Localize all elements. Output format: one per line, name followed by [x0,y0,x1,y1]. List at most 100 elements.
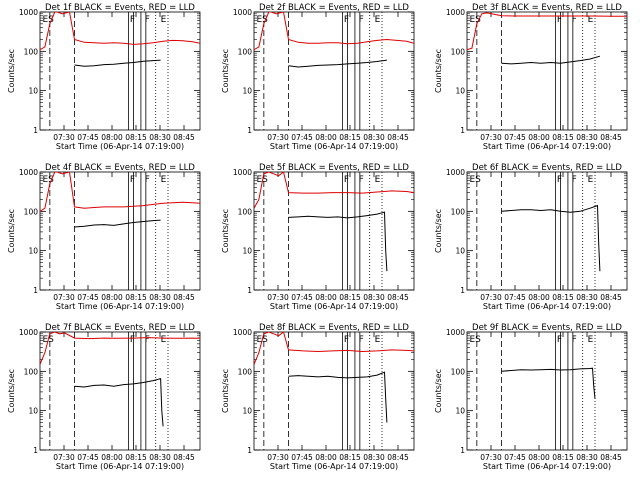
x-tick-label: 08:15 [339,133,361,142]
x-tick-label: 07:30 [480,133,502,142]
x-tick-label: 07:30 [267,453,289,462]
events-series-line [501,55,601,65]
x-tick-label: 08:30 [576,453,598,462]
marker-label: E [375,175,381,185]
x-tick-label: 08:45 [387,293,409,302]
marker-label: F [344,175,349,185]
panel-title: Det 8f BLACK = Events, RED = LLD [259,323,409,333]
y-tick-label: 10 [455,247,465,256]
y-tick-label: 100 [24,207,39,216]
y-axis-label: Counts/sec [434,369,443,413]
marker-label: ES [42,175,54,185]
y-tick-label: 1000 [19,8,38,17]
events-series-line [288,211,388,272]
marker-label: F [572,175,577,185]
x-tick-label: 08:00 [101,133,123,142]
y-tick-label: 1000 [233,168,252,177]
y-tick-label: 100 [24,47,39,56]
x-axis-label: Start Time (06-Apr-14 07:19:00) [483,462,611,471]
events-series-line [74,219,161,228]
y-tick-label: 1 [247,286,252,295]
x-tick-label: 08:30 [363,293,385,302]
marker-label: F [344,335,349,345]
y-tick-label: 1 [33,126,38,135]
marker-label: ES [469,175,481,185]
y-tick-label: 1000 [233,8,252,17]
panel-title: Det 7f BLACK = Events, RED = LLD [45,323,195,333]
marker-label: F [130,175,135,185]
marker-label: E [588,335,594,345]
x-tick-label: 08:45 [600,293,622,302]
marker-label: ES [469,335,481,345]
y-tick-label: 1 [460,126,465,135]
plot-frame [39,11,201,131]
panel-title: Det 9f BLACK = Events, RED = LLD [472,323,622,333]
y-tick-label: 100 [238,367,253,376]
x-tick-label: 07:45 [504,453,526,462]
x-tick-label: 08:15 [552,293,574,302]
x-tick-label: 08:30 [149,293,171,302]
x-tick-label: 07:30 [53,453,75,462]
panel-det-7f: Det 7f BLACK = Events, RED = LLD 1 10 100 10… [7,323,201,471]
y-tick-label: 10 [242,247,252,256]
x-tick-label: 08:30 [149,133,171,142]
y-axis-label: Counts/sec [221,369,230,413]
y-axis-label: Counts/sec [7,49,16,93]
marker-label: F [130,15,135,25]
x-tick-label: 08:15 [125,293,147,302]
panel-title: Det 5f BLACK = Events, RED = LLD [259,163,409,173]
y-axis-label: Counts/sec [221,49,230,93]
x-tick-label: 08:00 [315,293,337,302]
lld-series-line [254,332,414,365]
marker-label: F [557,335,562,345]
y-axis-label: Counts/sec [434,49,443,93]
marker-label: F [359,335,364,345]
panel-det-2f: Det 2f BLACK = Events, RED = LLD 1 10 100 10… [221,3,415,151]
lld-series-line [40,12,200,51]
marker-label: F [145,15,150,25]
x-tick-label: 07:30 [267,133,289,142]
y-tick-label: 100 [451,367,466,376]
x-axis-label: Start Time (06-Apr-14 07:19:00) [56,142,184,151]
x-tick-label: 08:30 [149,453,171,462]
lld-series-line [40,332,200,365]
x-tick-label: 07:45 [291,293,313,302]
y-tick-label: 1 [33,286,38,295]
y-tick-label: 1000 [19,328,38,337]
x-tick-label: 08:00 [528,293,550,302]
panel-det-9f: Det 9f BLACK = Events, RED = LLD 1 10 100 10… [434,323,628,471]
y-tick-label: 100 [451,207,466,216]
y-tick-label: 1000 [446,328,465,337]
x-tick-label: 08:30 [363,133,385,142]
events-series-line [501,204,601,272]
y-tick-label: 10 [242,407,252,416]
plot-frame [253,331,415,451]
y-tick-label: 1 [460,446,465,455]
x-tick-label: 07:45 [504,293,526,302]
y-tick-label: 10 [455,407,465,416]
x-axis-label: Start Time (06-Apr-14 07:19:00) [483,302,611,311]
marker-label: ES [469,15,481,25]
x-tick-label: 08:30 [576,293,598,302]
y-tick-label: 1 [247,446,252,455]
x-tick-label: 07:45 [291,453,313,462]
x-tick-label: 08:45 [387,453,409,462]
plot-frame [466,331,628,451]
lld-series-line [254,12,414,51]
y-tick-label: 100 [451,47,466,56]
panel-title: Det 2f BLACK = Events, RED = LLD [259,3,409,13]
x-tick-label: 08:15 [552,133,574,142]
marker-label: E [588,15,594,25]
marker-label: F [557,175,562,185]
x-axis-label: Start Time (06-Apr-14 07:19:00) [270,302,398,311]
x-tick-label: 08:45 [173,133,195,142]
marker-label: F [344,15,349,25]
x-tick-label: 08:00 [101,293,123,302]
x-tick-label: 08:45 [173,293,195,302]
x-tick-label: 07:30 [480,293,502,302]
marker-label: F [359,15,364,25]
marker-label: E [375,15,381,25]
y-tick-label: 1 [460,286,465,295]
x-tick-label: 08:00 [315,453,337,462]
